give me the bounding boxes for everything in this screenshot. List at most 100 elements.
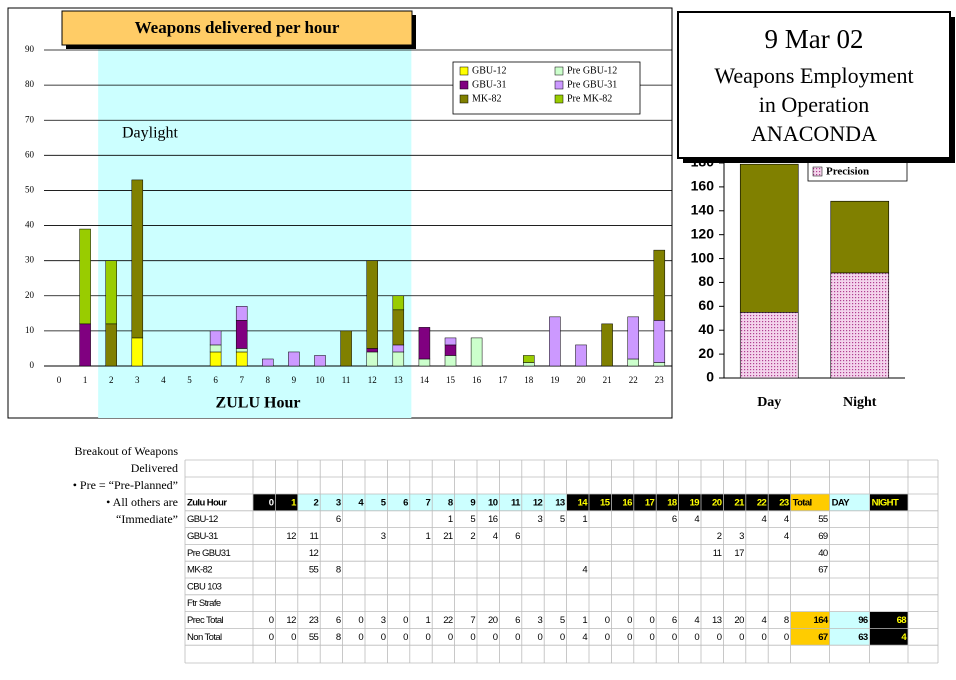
legend-label: Pre GBU-31 (567, 79, 617, 90)
header-cell: 11 (511, 497, 521, 508)
table-cell: 17 (734, 548, 744, 559)
cell-bg (365, 494, 388, 511)
table-cell: 0 (739, 632, 744, 643)
table-cell: 6 (515, 531, 520, 542)
y-tick-label: 0 (30, 360, 35, 370)
header-cell: 19 (690, 497, 700, 508)
header-cell: 8 (448, 497, 453, 508)
note-line: “Immediate” (116, 512, 178, 526)
cell-bg (869, 628, 908, 646)
table-cell: 8 (336, 565, 341, 576)
table-cell: 5 (470, 514, 475, 525)
bar-segment (79, 323, 91, 367)
bar-segment (653, 362, 666, 367)
title-box (677, 11, 951, 159)
bar-segment (392, 344, 405, 353)
y-tick-label: 60 (698, 297, 714, 313)
x-tick-label: 17 (498, 375, 508, 385)
x-tick-label: 16 (472, 375, 482, 385)
cell-bg (678, 494, 701, 511)
bar-segment (314, 355, 326, 367)
y-tick-label: 20 (25, 290, 35, 300)
table-cell: 21 (443, 531, 453, 542)
bar-segment (366, 351, 378, 367)
x-tick-label: 2 (109, 375, 114, 385)
x-tick-label: 18 (524, 375, 534, 385)
header-cell: 5 (381, 497, 387, 508)
table-cell: 6 (672, 615, 677, 626)
table-cell: 0 (358, 615, 363, 626)
cell-bg (790, 611, 830, 629)
table-cell: 12 (286, 531, 296, 542)
header-cell: 23 (779, 497, 789, 508)
legend-label: Pre GBU-12 (567, 65, 617, 76)
x-tick-label: 13 (394, 375, 404, 385)
bar-segment (739, 312, 799, 379)
table-cell: 4 (762, 514, 767, 525)
x-tick-label: 12 (368, 375, 377, 385)
y-tick-label: 140 (691, 201, 715, 217)
table-cell: 4 (762, 615, 767, 626)
table-cell: 0 (403, 632, 408, 643)
header-cell: 3 (336, 497, 341, 508)
table-cell: 0 (358, 632, 363, 643)
table-cell: 4 (901, 632, 907, 643)
table-cell: 0 (560, 632, 565, 643)
table-cell: Non Total (187, 632, 222, 643)
x-tick-label: 9 (292, 375, 297, 385)
y-tick-label: 80 (698, 273, 714, 289)
header-cell: 6 (403, 497, 408, 508)
x-tick-label: 0 (57, 375, 62, 385)
table-cell: 67 (818, 632, 828, 643)
y-tick-label: 90 (25, 44, 35, 54)
bar-segment (235, 351, 248, 367)
note-line: Delivered (131, 461, 178, 475)
table-cell: 1 (582, 514, 587, 525)
header-cell: 10 (488, 497, 498, 508)
cell-bg (829, 494, 870, 511)
header-cell: 4 (358, 497, 364, 508)
header-cell: 16 (622, 497, 632, 508)
table-cell: 0 (650, 632, 655, 643)
header-cell: 0 (269, 497, 274, 508)
legend-swatch (459, 80, 469, 90)
table-cell: 20 (488, 615, 498, 626)
header-cell: NIGHT (872, 497, 899, 508)
table-cell: 0 (515, 632, 520, 643)
y-tick-label: 50 (25, 185, 35, 195)
bar-segment (105, 323, 117, 367)
table-cell: 3 (538, 514, 543, 525)
table-cell: 4 (582, 632, 587, 643)
table-cell: 0 (605, 632, 610, 643)
table-cell: 5 (560, 514, 565, 525)
table-cell: GBU-31 (187, 531, 218, 542)
bar-segment (739, 163, 799, 313)
header-cell: 15 (600, 497, 611, 508)
header-cell: 17 (645, 497, 655, 508)
cell-bg (477, 494, 500, 511)
legend-label: Precision (826, 166, 869, 178)
bar-segment (235, 306, 248, 321)
table-cell: 0 (784, 632, 789, 643)
bar-segment (366, 260, 378, 349)
table-cell: 11 (310, 531, 319, 542)
legend-swatch (554, 80, 564, 90)
table-cell: 4 (582, 565, 587, 576)
table-cell: GBU-12 (187, 514, 218, 525)
cell-bg (723, 494, 746, 511)
table-cell: 6 (336, 615, 341, 626)
table-cell: 7 (470, 615, 475, 626)
table-cell: 6 (336, 514, 341, 525)
cell-bg (745, 494, 769, 511)
header-cell: 21 (734, 497, 745, 508)
table-cell: 67 (818, 565, 828, 576)
x-tick-label: 3 (135, 375, 140, 385)
bar-segment (418, 327, 431, 360)
table-cell: 5 (560, 615, 565, 626)
table-cell: 0 (538, 632, 543, 643)
table-cell: 0 (381, 632, 386, 643)
bar-segment (601, 323, 613, 367)
legend-swatch (459, 94, 469, 104)
x-tick-label: 14 (420, 375, 430, 385)
